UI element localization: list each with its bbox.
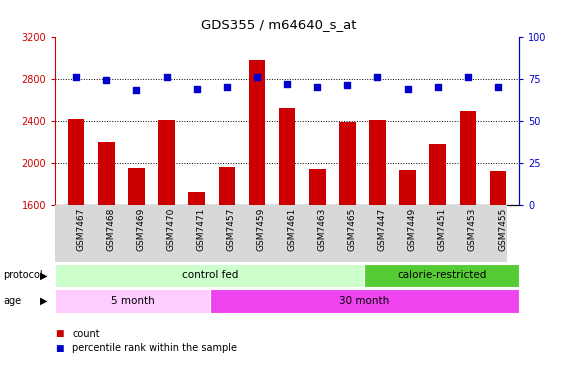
Bar xyxy=(158,120,175,366)
Point xyxy=(102,78,111,83)
Point xyxy=(71,74,81,80)
Point xyxy=(192,86,201,92)
Text: GSM7447: GSM7447 xyxy=(378,208,386,251)
Point xyxy=(162,74,171,80)
Bar xyxy=(369,120,386,366)
Bar xyxy=(429,144,446,366)
Point xyxy=(252,74,262,80)
Text: ▶: ▶ xyxy=(40,270,47,280)
Text: GSM7459: GSM7459 xyxy=(257,208,266,251)
Point xyxy=(373,74,382,80)
Text: 5 month: 5 month xyxy=(111,296,154,306)
Bar xyxy=(279,108,295,366)
Text: calorie-restricted: calorie-restricted xyxy=(397,270,487,280)
Text: GSM7471: GSM7471 xyxy=(197,208,206,251)
Text: GSM7468: GSM7468 xyxy=(106,208,115,251)
Text: GSM7463: GSM7463 xyxy=(317,208,326,251)
Point xyxy=(343,82,352,88)
Text: control fed: control fed xyxy=(182,270,238,280)
Text: GSM7453: GSM7453 xyxy=(468,208,477,251)
Text: GSM7469: GSM7469 xyxy=(136,208,146,251)
Bar xyxy=(188,193,205,366)
Point xyxy=(403,86,412,92)
Text: ■: ■ xyxy=(55,329,64,338)
Bar xyxy=(364,264,519,287)
Text: ■: ■ xyxy=(55,344,64,353)
Point xyxy=(463,74,473,80)
Text: GSM7465: GSM7465 xyxy=(347,208,356,251)
Text: 30 month: 30 month xyxy=(339,296,390,306)
Text: GSM7457: GSM7457 xyxy=(227,208,236,251)
Text: GSM7451: GSM7451 xyxy=(438,208,447,251)
Text: GSM7461: GSM7461 xyxy=(287,208,296,251)
Bar xyxy=(490,171,506,366)
Text: age: age xyxy=(3,296,21,306)
Bar xyxy=(459,111,476,366)
Point xyxy=(132,87,141,93)
Bar xyxy=(309,169,325,366)
Point xyxy=(494,84,503,90)
Text: percentile rank within the sample: percentile rank within the sample xyxy=(72,343,237,354)
Bar xyxy=(68,119,85,366)
Point xyxy=(282,81,292,87)
Bar xyxy=(98,142,115,366)
Bar xyxy=(339,122,356,366)
Point xyxy=(433,84,443,90)
Bar xyxy=(128,168,145,366)
Point xyxy=(313,84,322,90)
Bar xyxy=(210,289,519,313)
Bar xyxy=(249,60,265,366)
Text: count: count xyxy=(72,329,100,339)
Text: GSM7470: GSM7470 xyxy=(166,208,176,251)
Point xyxy=(222,84,231,90)
Text: GSM7449: GSM7449 xyxy=(408,208,416,251)
Text: GSM7467: GSM7467 xyxy=(76,208,85,251)
Text: protocol: protocol xyxy=(3,270,42,280)
Bar xyxy=(55,289,210,313)
Text: ▶: ▶ xyxy=(40,296,47,306)
Bar xyxy=(219,167,235,366)
Bar xyxy=(400,170,416,366)
Text: GSM7455: GSM7455 xyxy=(498,208,507,251)
Text: GDS355 / m64640_s_at: GDS355 / m64640_s_at xyxy=(201,18,356,31)
Bar xyxy=(55,264,364,287)
